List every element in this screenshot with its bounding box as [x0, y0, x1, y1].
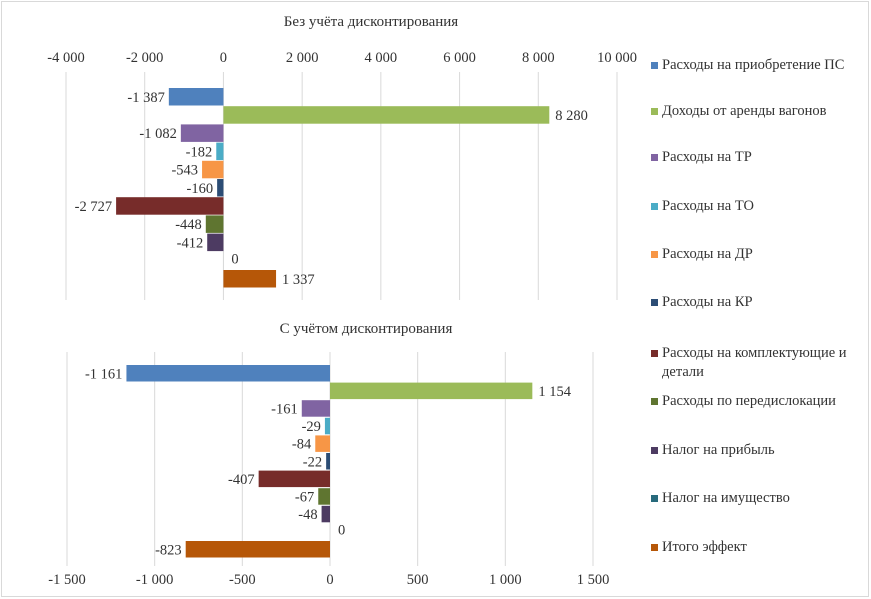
chart-title: Без учёта дисконтирования [284, 14, 459, 30]
legend-label: Доходы от аренды вагонов [662, 103, 827, 119]
data-label: -823 [155, 542, 182, 558]
legend-label: Итого эффект [662, 539, 747, 555]
bar [116, 197, 224, 215]
x-tick-label: 1 500 [577, 572, 610, 588]
chart-undiscounted: Без учёта дисконтирования -4 000 -2 000 0 2 … [47, 14, 637, 300]
bar [324, 417, 330, 435]
legend-swatch-icon [651, 108, 658, 115]
x-tick-label: 4 000 [365, 50, 398, 66]
bar [330, 382, 533, 400]
data-label: -2 727 [75, 199, 112, 215]
x-tick-label: 6 000 [443, 50, 476, 66]
chart-discounted: С учётом дисконтирования -1 500 -1 000 -500… [48, 321, 609, 588]
data-label: -84 [292, 437, 312, 453]
x-tick-label: 0 [220, 50, 227, 66]
data-label: 1 337 [282, 272, 315, 288]
legend-label: Расходы по передислокации [662, 393, 836, 409]
bar [217, 179, 224, 197]
legend-item: Доходы от аренды вагонов [651, 102, 867, 121]
x-tick-label: 500 [407, 572, 429, 588]
x-tick-label: 2 000 [286, 50, 319, 66]
bar [321, 505, 330, 523]
data-label: -67 [295, 489, 314, 505]
x-tick-label: -2 000 [126, 50, 163, 66]
legend-swatch-icon [651, 62, 658, 69]
bar [223, 270, 277, 288]
bar [185, 541, 330, 558]
bar [301, 400, 330, 417]
legend-label: Расходы на приобретение ПС [662, 57, 845, 73]
legend-swatch-icon [651, 495, 658, 502]
data-label: -161 [271, 401, 298, 417]
legend-label: Налог на прибыль [662, 442, 775, 458]
data-label: -22 [303, 454, 322, 470]
bar [315, 435, 330, 452]
x-tick-label: -1 500 [48, 572, 85, 588]
legend-item: Расходы на КР [651, 293, 867, 312]
data-label: -1 161 [85, 366, 122, 382]
legend-swatch-icon [651, 299, 658, 306]
legend-swatch-icon [651, 544, 658, 551]
legend-item: Расходы по передислокации [651, 392, 867, 411]
data-label: -407 [228, 472, 255, 488]
bar [216, 142, 224, 161]
legend-label: Расходы на ТО [662, 198, 754, 214]
legend-item: Расходы на комплектующие и детали [651, 344, 867, 382]
legend-label: Расходы на КР [662, 294, 753, 310]
data-label: -48 [298, 507, 317, 523]
bar [223, 106, 550, 124]
data-label: -1 082 [139, 126, 176, 142]
chart-title: С учётом дисконтирования [280, 321, 453, 337]
legend-swatch-icon [651, 154, 658, 161]
bar [180, 124, 224, 142]
x-tick-label: 10 000 [597, 50, 637, 66]
data-label: -448 [175, 217, 202, 233]
data-label: 0 [231, 252, 238, 268]
data-label: 1 154 [538, 384, 571, 400]
legend-item: Налог на имущество [651, 489, 867, 508]
bar [207, 233, 224, 252]
data-label: -412 [177, 235, 204, 251]
bar [326, 453, 330, 470]
legend-label: Расходы на ДР [662, 246, 753, 262]
legend-swatch-icon [651, 350, 658, 357]
data-label: -543 [171, 163, 198, 179]
x-tick-label: 0 [326, 572, 333, 588]
legend-swatch-icon [651, 251, 658, 258]
data-label: -160 [187, 181, 214, 197]
legend-swatch-icon [651, 447, 658, 454]
bar [168, 88, 224, 106]
x-tick-label: -500 [229, 572, 256, 588]
legend-item: Налог на прибыль [651, 441, 867, 460]
legend-item: Расходы на ТР [651, 148, 867, 167]
data-label: -29 [302, 419, 321, 435]
bar [258, 470, 330, 488]
bar [205, 215, 224, 233]
data-label: 8 280 [555, 108, 588, 124]
legend-item: Расходы на приобретение ПС [651, 56, 867, 75]
legend-label: Расходы на ТР [662, 149, 752, 165]
legend-swatch-icon [651, 203, 658, 210]
data-label: -1 387 [127, 90, 164, 106]
x-tick-label: 1 000 [489, 572, 522, 588]
legend-item: Итого эффект [651, 538, 867, 557]
data-label: -182 [186, 144, 213, 160]
data-label: 0 [338, 523, 345, 539]
legend-label: Расходы на комплектующие и детали [662, 345, 847, 380]
bar [318, 488, 330, 505]
bar [202, 160, 224, 179]
legend-swatch-icon [651, 398, 658, 405]
legend-item: Расходы на ДР [651, 245, 867, 264]
x-tick-label: 8 000 [522, 50, 555, 66]
x-tick-label: -1 000 [136, 572, 173, 588]
bar [126, 365, 330, 382]
legend-label: Налог на имущество [662, 490, 790, 506]
legend-item: Расходы на ТО [651, 197, 867, 216]
x-tick-label: -4 000 [47, 50, 84, 66]
